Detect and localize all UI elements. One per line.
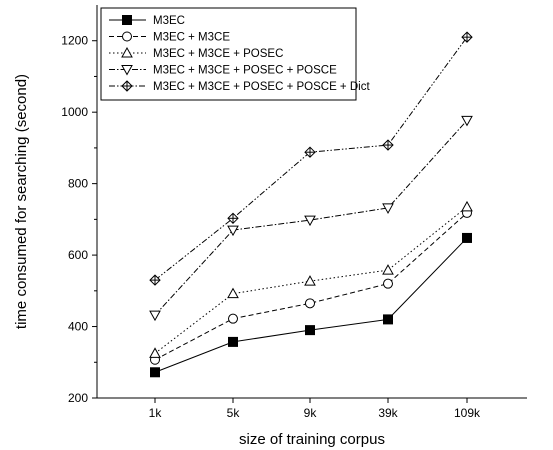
data-point [227, 212, 239, 224]
legend-marker [122, 15, 132, 25]
legend-marker [121, 65, 133, 76]
legend-entry: M3EC + M3CE [109, 31, 230, 44]
legend-label: M3EC + M3CE [153, 32, 230, 44]
legend-entry: M3EC [109, 15, 185, 27]
data-point [382, 203, 394, 214]
legend-label: M3EC + M3CE + POSEC + POSCE + Dict [153, 81, 370, 93]
data-point [228, 313, 238, 324]
data-point [227, 287, 239, 299]
y-tick-label: 200 [68, 391, 88, 405]
legend-label: M3EC [153, 15, 185, 27]
data-point [304, 215, 316, 227]
series-3 [149, 200, 473, 358]
legend-label: M3EC + M3CE + POSEC + POSCE [153, 65, 337, 77]
data-point [304, 275, 316, 286]
data-point [149, 274, 161, 286]
series-4 [149, 115, 473, 322]
data-point [383, 278, 393, 289]
series-layer [149, 31, 473, 378]
data-point [462, 232, 472, 243]
data-point [383, 314, 393, 325]
data-point [461, 200, 473, 212]
series-5 [149, 31, 473, 286]
x-tick-label: 109k [454, 406, 481, 420]
data-point [305, 325, 315, 336]
legend-label: M3EC + M3CE + POSEC [153, 48, 283, 60]
data-point [305, 298, 315, 309]
x-axis-label: size of training corpus [239, 431, 385, 448]
legend-entry: M3EC + M3CE + POSEC + POSCE [109, 65, 337, 77]
y-tick-label: 800 [68, 177, 88, 191]
legend-marker [121, 46, 133, 58]
data-point [461, 31, 473, 43]
data-point [382, 264, 394, 275]
plot-area [96, 5, 527, 399]
y-tick-label: 600 [68, 248, 88, 262]
y-tick-label: 400 [68, 320, 88, 334]
y-axis-label: time consumed for searching (second) [13, 74, 30, 329]
x-tick-label: 5k [227, 406, 241, 420]
y-tick-label: 1000 [61, 105, 88, 119]
data-point [228, 336, 238, 347]
data-point [304, 146, 316, 158]
x-axis: 1k 5k 9k 39k 109k [149, 398, 481, 420]
data-point [149, 310, 161, 322]
legend-marker [122, 31, 132, 42]
data-point [149, 347, 161, 358]
legend-box [100, 7, 357, 101]
x-tick-label: 1k [149, 406, 163, 420]
x-tick-label: 9k [304, 406, 318, 420]
x-tick-label: 39k [378, 406, 398, 420]
legend-entry: M3EC + M3CE + POSEC [109, 46, 283, 60]
data-point [150, 367, 160, 378]
legend-marker [121, 80, 133, 92]
legend: M3EC M3EC + M3CE M3EC + M3CE + POSEC M3EC +… [100, 7, 370, 101]
series-2 [150, 207, 472, 365]
series-1 [150, 232, 472, 378]
data-point [227, 225, 239, 237]
series-line [154, 212, 468, 361]
y-tick-label: 1200 [61, 34, 88, 48]
data-point [382, 139, 394, 151]
legend-entry: M3EC + M3CE + POSEC + POSCE + Dict [109, 80, 370, 93]
data-point [461, 115, 473, 127]
y-axis: 200 400 600 800 1000 1200 [61, 34, 97, 405]
